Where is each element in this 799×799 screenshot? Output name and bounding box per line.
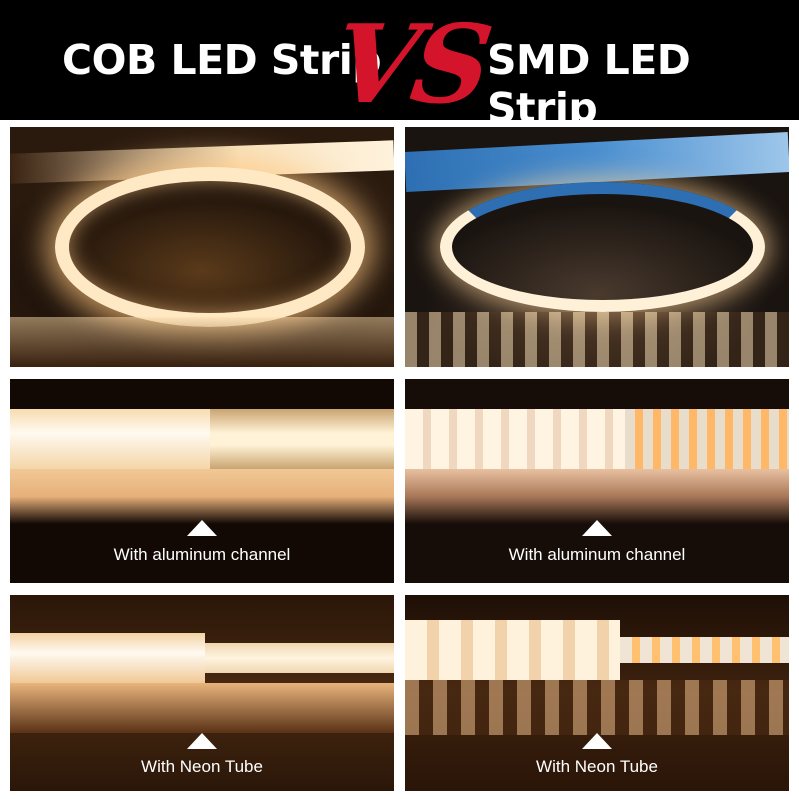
- smd-coil-photo: [405, 127, 789, 367]
- caption: With Neon Tube: [141, 757, 263, 776]
- cob-title: COB LED Strip: [62, 36, 382, 84]
- cob-neon-photo: With Neon Tube: [10, 595, 394, 791]
- triangle-up-icon: [582, 733, 612, 749]
- cob-aluminum-photo: With aluminum channel: [10, 379, 394, 583]
- header-banner: COB LED Strip VS SMD LED Strip: [0, 0, 799, 132]
- smd-title: SMD LED Strip: [487, 36, 691, 132]
- caption: With aluminum channel: [508, 545, 686, 564]
- caption: With Neon Tube: [536, 757, 658, 776]
- smd-aluminum-photo: With aluminum channel: [405, 379, 789, 583]
- cob-coil-photo: [10, 127, 394, 367]
- triangle-up-icon: [582, 520, 612, 536]
- smd-neon-photo: With Neon Tube: [405, 595, 789, 791]
- caption: With aluminum channel: [113, 545, 291, 564]
- triangle-up-icon: [187, 733, 217, 749]
- vs-logo: VS: [326, 2, 494, 128]
- triangle-up-icon: [187, 520, 217, 536]
